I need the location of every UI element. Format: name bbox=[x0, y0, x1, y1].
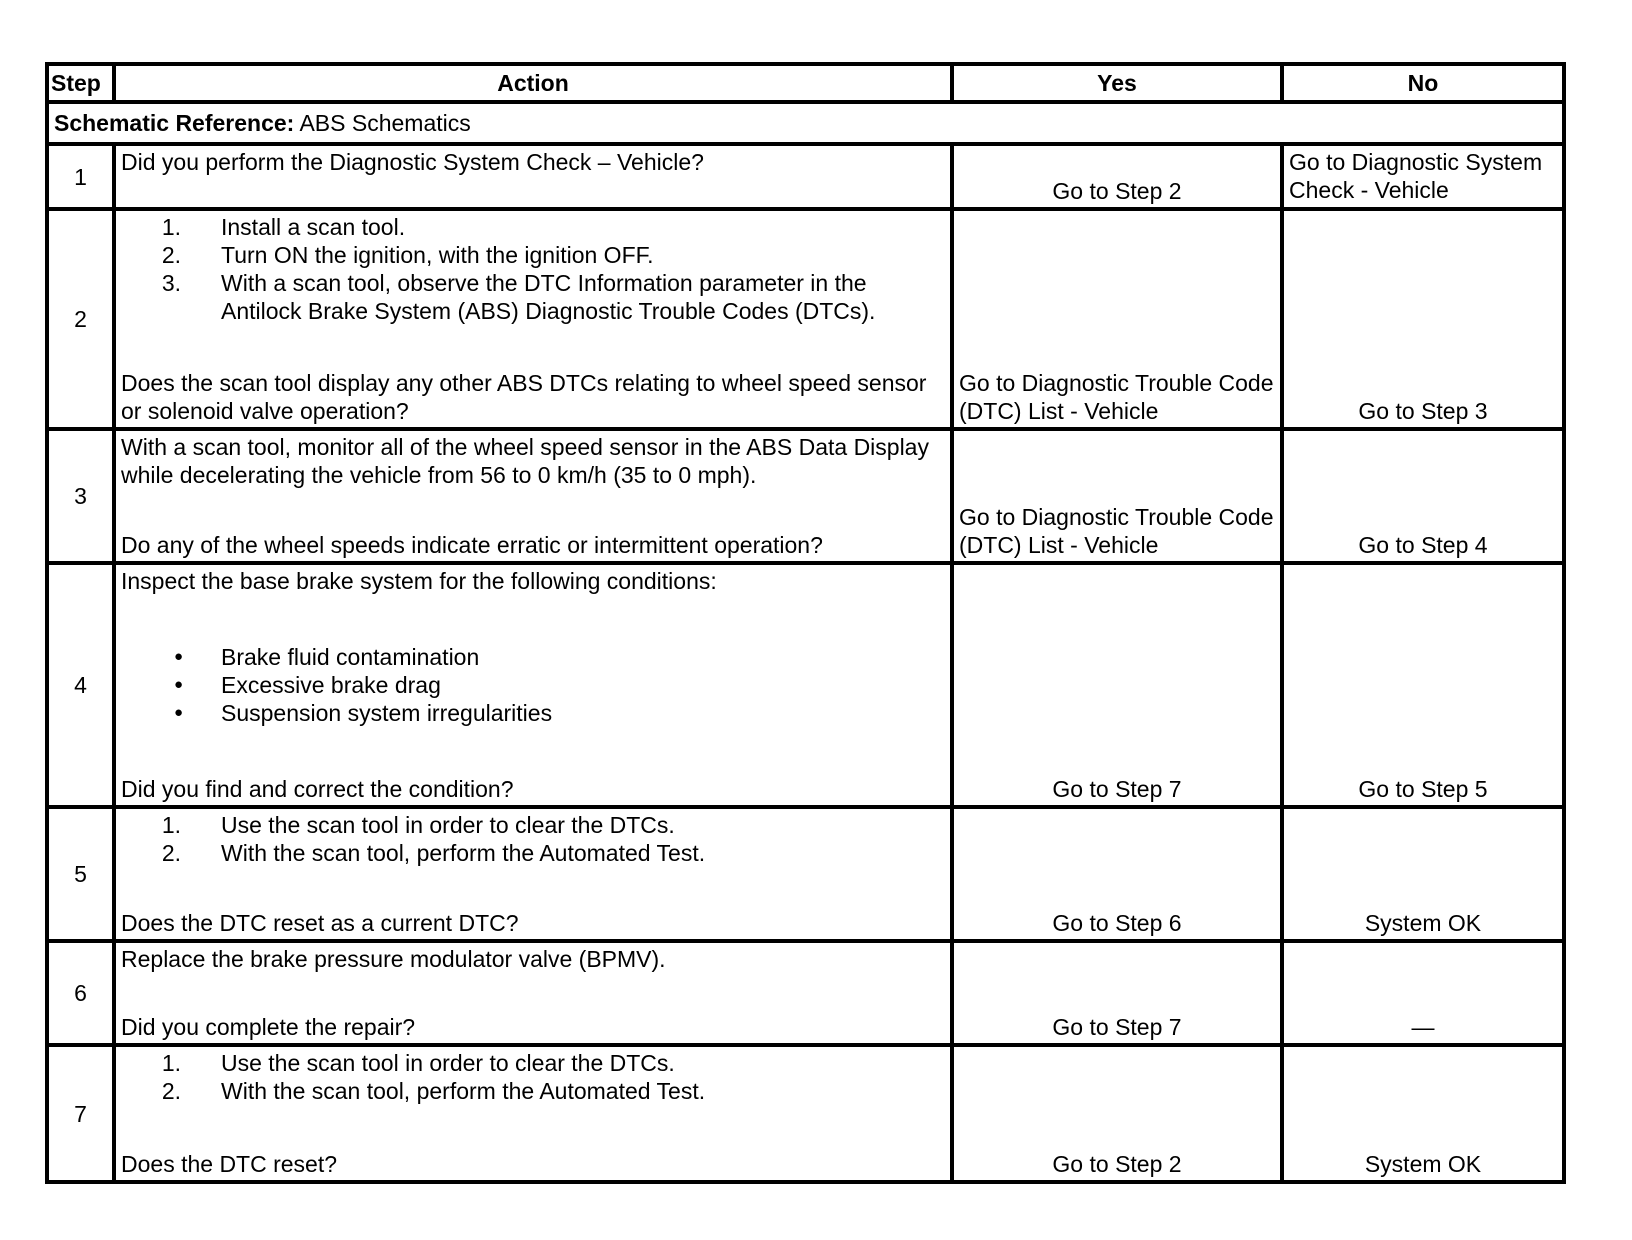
action-text: Does the DTC reset? bbox=[121, 1151, 338, 1177]
action-content: With a scan tool, monitor all of the whe… bbox=[121, 433, 945, 559]
no-result: System OK bbox=[1280, 805, 1566, 943]
action-cell: Inspect the base brake system for the fo… bbox=[112, 561, 954, 809]
table-row: 7 1. Use the scan tool in order to clear t… bbox=[45, 1043, 1566, 1184]
list-item-text: Use the scan tool in order to clear the … bbox=[221, 812, 675, 838]
action-text: Inspect the base brake system for the fo… bbox=[121, 568, 717, 594]
yes-result: Go to Step 6 bbox=[950, 805, 1284, 943]
schematic-reference: Schematic Reference: ABS Schematics bbox=[45, 100, 1566, 146]
list-item: 2. Turn ON the ignition, with the ignitio… bbox=[121, 241, 945, 269]
schematic-reference-row: Schematic Reference: ABS Schematics bbox=[45, 100, 1566, 146]
yes-result: Go to Step 2 bbox=[950, 1043, 1284, 1184]
action-text: Does the DTC reset as a current DTC? bbox=[121, 910, 519, 936]
list-item-text: Excessive brake drag bbox=[221, 672, 441, 698]
list-item: 2. With the scan tool, perform the Automa… bbox=[121, 1077, 945, 1105]
list-item-text: With the scan tool, perform the Automate… bbox=[221, 1078, 706, 1104]
yes-result: Go to Step 7 bbox=[950, 561, 1284, 809]
action-cell: 1. Use the scan tool in order to clear th… bbox=[112, 805, 954, 943]
list-item-text: Suspension system irregularities bbox=[221, 700, 553, 726]
action-content: 1. Use the scan tool in order to clear th… bbox=[121, 1049, 945, 1178]
list-item: 2. With the scan tool, perform the Automa… bbox=[121, 839, 945, 867]
yes-result: Go to Diagnostic Trouble Code (DTC) List… bbox=[950, 207, 1284, 431]
list-item: 1. Use the scan tool in order to clear th… bbox=[121, 1049, 945, 1077]
list-number: 2. bbox=[161, 1078, 181, 1104]
step-number: 2 bbox=[45, 207, 116, 431]
header-yes: Yes bbox=[950, 62, 1284, 104]
bullet-icon: ● bbox=[173, 704, 183, 721]
list-number: 1. bbox=[161, 812, 181, 838]
list-number: 3. bbox=[161, 270, 181, 296]
list-item: ● Excessive brake drag bbox=[121, 671, 945, 699]
no-result: — bbox=[1280, 939, 1566, 1047]
numbered-list: 1. Use the scan tool in order to clear th… bbox=[121, 811, 945, 867]
action-cell: Replace the brake pressure modulator val… bbox=[112, 939, 954, 1047]
step-number: 6 bbox=[45, 939, 116, 1047]
header-step: Step bbox=[45, 62, 116, 104]
no-result: Go to Step 5 bbox=[1280, 561, 1566, 809]
no-result: System OK bbox=[1280, 1043, 1566, 1184]
header-no: No bbox=[1280, 62, 1566, 104]
list-number: 2. bbox=[161, 840, 181, 866]
schematic-reference-value: ABS Schematics bbox=[299, 110, 471, 136]
action-text: Did you perform the Diagnostic System Ch… bbox=[121, 149, 704, 175]
header-row: Step Action Yes No bbox=[45, 62, 1566, 104]
bullet-list: ● Brake fluid contamination ● Excessive bra… bbox=[121, 643, 945, 727]
table-row: 2 1. Install a scan tool. 2. Turn ON the ign… bbox=[45, 207, 1566, 431]
list-item-text: With the scan tool, perform the Automate… bbox=[221, 840, 706, 866]
numbered-list: 1. Use the scan tool in order to clear th… bbox=[121, 1049, 945, 1105]
step-number: 7 bbox=[45, 1043, 116, 1184]
bullet-icon: ● bbox=[173, 648, 183, 665]
action-cell: 1. Use the scan tool in order to clear th… bbox=[112, 1043, 954, 1184]
table-row: 3 With a scan tool, monitor all of the wh… bbox=[45, 427, 1566, 565]
step-number: 5 bbox=[45, 805, 116, 943]
bullet-icon: ● bbox=[173, 676, 183, 693]
yes-result: Go to Step 2 bbox=[950, 142, 1284, 211]
header-action: Action bbox=[112, 62, 954, 104]
action-content: Replace the brake pressure modulator val… bbox=[121, 945, 945, 1041]
no-result: Go to Step 3 bbox=[1280, 207, 1566, 431]
list-item: ● Suspension system irregularities bbox=[121, 699, 945, 727]
step-number: 3 bbox=[45, 427, 116, 565]
diagnostic-table: Step Action Yes No Schematic Reference: … bbox=[45, 62, 1566, 1184]
action-content: Inspect the base brake system for the fo… bbox=[121, 567, 945, 803]
action-text: Did you complete the repair? bbox=[121, 1014, 416, 1040]
list-item: 1. Use the scan tool in order to clear th… bbox=[121, 811, 945, 839]
list-item: 3. With a scan tool, observe the DTC Info… bbox=[121, 269, 945, 325]
list-item-text: Turn ON the ignition, with the ignition … bbox=[221, 242, 654, 268]
action-content: 1. Use the scan tool in order to clear th… bbox=[121, 811, 945, 937]
action-content: Did you perform the Diagnostic System Ch… bbox=[121, 148, 945, 205]
list-item-text: With a scan tool, observe the DTC Inform… bbox=[221, 270, 876, 324]
list-number: 1. bbox=[161, 1050, 181, 1076]
action-text: Replace the brake pressure modulator val… bbox=[121, 946, 666, 972]
action-text: With a scan tool, monitor all of the whe… bbox=[121, 434, 929, 488]
no-result: Go to Step 4 bbox=[1280, 427, 1566, 565]
table-row: 4 Inspect the base brake system for the f… bbox=[45, 561, 1566, 809]
list-item-text: Install a scan tool. bbox=[221, 214, 406, 240]
list-item-text: Use the scan tool in order to clear the … bbox=[221, 1050, 675, 1076]
action-content: 1. Install a scan tool. 2. Turn ON the igni… bbox=[121, 213, 945, 425]
action-text: Did you find and correct the condition? bbox=[121, 776, 514, 802]
list-number: 1. bbox=[161, 214, 181, 240]
numbered-list: 1. Install a scan tool. 2. Turn ON the igni… bbox=[121, 213, 945, 325]
table-row: 5 1. Use the scan tool in order to clear t… bbox=[45, 805, 1566, 943]
action-cell: Did you perform the Diagnostic System Ch… bbox=[112, 142, 954, 211]
list-item-text: Brake fluid contamination bbox=[221, 644, 480, 670]
no-result: Go to Diagnostic System Check - Vehicle bbox=[1280, 142, 1566, 211]
action-text: Does the scan tool display any other ABS… bbox=[121, 370, 927, 424]
action-cell: With a scan tool, monitor all of the whe… bbox=[112, 427, 954, 565]
list-item: ● Brake fluid contamination bbox=[121, 643, 945, 671]
table-row: 6 Replace the brake pressure modulator va… bbox=[45, 939, 1566, 1047]
action-cell: 1. Install a scan tool. 2. Turn ON the igni… bbox=[112, 207, 954, 431]
list-number: 2. bbox=[161, 242, 181, 268]
schematic-reference-label: Schematic Reference: bbox=[54, 110, 295, 136]
step-number: 1 bbox=[45, 142, 116, 211]
action-text: Do any of the wheel speeds indicate erra… bbox=[121, 532, 823, 558]
table-row: 1 Did you perform the Diagnostic System C… bbox=[45, 142, 1566, 211]
step-number: 4 bbox=[45, 561, 116, 809]
list-item: 1. Install a scan tool. bbox=[121, 213, 945, 241]
yes-result: Go to Step 7 bbox=[950, 939, 1284, 1047]
yes-result: Go to Diagnostic Trouble Code (DTC) List… bbox=[950, 427, 1284, 565]
